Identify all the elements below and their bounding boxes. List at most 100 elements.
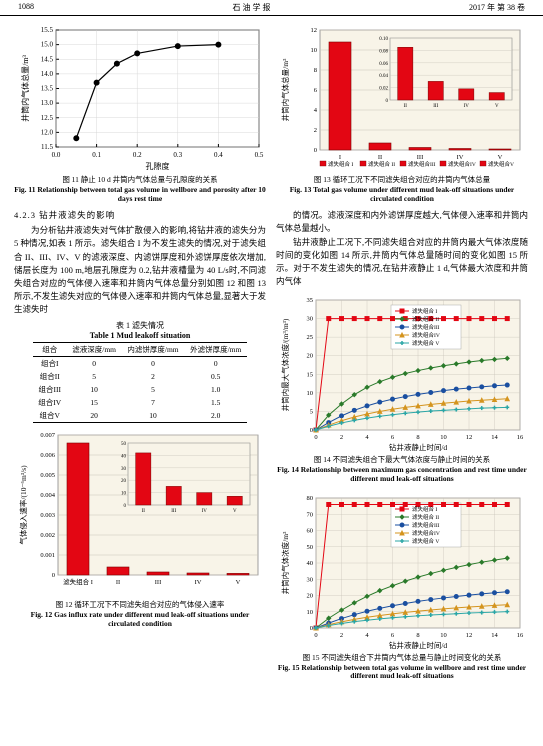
svg-text:IV: IV	[202, 509, 208, 514]
svg-text:滤失组合IV: 滤失组合IV	[412, 529, 440, 537]
svg-text:井筒内气体浓度/m³: 井筒内气体浓度/m³	[280, 530, 290, 593]
svg-text:0.1: 0.1	[92, 151, 101, 159]
svg-text:5: 5	[310, 409, 313, 416]
svg-text:13.5: 13.5	[41, 85, 54, 93]
svg-text:12: 12	[466, 434, 473, 441]
para-right-1: 的情况。滤液深度和内外滤饼厚度越大,气体侵入速率和井筒内气体总量越小。	[276, 209, 528, 235]
svg-text:0.004: 0.004	[40, 492, 55, 499]
fig11-caption-en: Fig. 11 Relationship between total gas v…	[14, 186, 266, 203]
svg-text:14: 14	[491, 632, 498, 639]
svg-text:50: 50	[307, 543, 314, 550]
svg-text:25: 25	[307, 334, 314, 341]
svg-text:II: II	[142, 509, 146, 514]
fig11-caption-cn: 图 11 静止 10 d 井筒内气体总量与孔隙度的关系	[14, 174, 266, 185]
svg-text:0.04: 0.04	[379, 74, 388, 79]
svg-text:0.2: 0.2	[133, 151, 142, 159]
svg-text:2: 2	[340, 434, 343, 441]
fig12-caption-cn: 图 12 循环工况下不同滤失组合对应的气体侵入速率	[14, 599, 266, 610]
svg-text:10: 10	[440, 632, 447, 639]
svg-text:16: 16	[517, 632, 524, 639]
para-left-1: 为分析钻井液滤失对气体扩散侵入的影响,将钻井液的滤失分为 5 种情况,如表 1 …	[14, 224, 266, 316]
right-column: 024681012IIIIIIIVV井筒内气体总量/m³00.020.040.0…	[276, 22, 528, 681]
svg-text:滤失组合 I: 滤失组合 I	[328, 160, 353, 168]
svg-text:IV: IV	[195, 579, 202, 586]
svg-text:20: 20	[121, 480, 127, 485]
svg-text:10: 10	[440, 434, 447, 441]
journal-title: 石 油 学 报	[233, 2, 271, 13]
svg-text:8: 8	[416, 434, 419, 441]
svg-text:12.5: 12.5	[41, 114, 54, 122]
fig13-caption-en: Fig. 13 Total gas volume under different…	[276, 186, 528, 203]
svg-text:IV: IV	[457, 154, 464, 161]
svg-text:0.0: 0.0	[52, 151, 61, 159]
svg-text:12: 12	[466, 632, 473, 639]
svg-text:钻井液静止时间/d: 钻井液静止时间/d	[389, 442, 448, 452]
table1-title-en: Table 1 Mud leakoff situation	[14, 331, 266, 340]
svg-text:III: III	[433, 104, 438, 109]
svg-text:15: 15	[307, 372, 314, 379]
fig13-caption-cn: 图 13 循环工况下不同滤失组合对应的井筒内气体总量	[276, 174, 528, 185]
svg-text:0: 0	[310, 625, 313, 632]
svg-text:60: 60	[307, 527, 314, 534]
svg-text:井筒内最大气体浓度/(m³/m³): 井筒内最大气体浓度/(m³/m³)	[280, 318, 290, 411]
fig13-chart: 024681012IIIIIIIVV井筒内气体总量/m³00.020.040.0…	[276, 22, 528, 172]
fig14-caption-en: Fig. 14 Relationship between maximum gas…	[276, 466, 528, 483]
svg-text:0.003: 0.003	[40, 512, 55, 519]
svg-text:6: 6	[391, 434, 395, 441]
svg-text:80: 80	[307, 495, 314, 502]
svg-text:III: III	[417, 154, 424, 161]
svg-text:10: 10	[121, 492, 127, 497]
svg-text:4: 4	[365, 632, 369, 639]
svg-text:6: 6	[391, 632, 395, 639]
svg-text:50: 50	[121, 442, 127, 447]
svg-text:0.3: 0.3	[173, 151, 182, 159]
svg-text:滤失组合IV: 滤失组合IV	[412, 331, 440, 339]
svg-text:0.001: 0.001	[40, 552, 55, 559]
svg-text:10: 10	[311, 47, 318, 54]
svg-text:40: 40	[307, 560, 314, 567]
svg-text:II: II	[116, 579, 120, 586]
svg-text:滤失组合III: 滤失组合III	[412, 521, 440, 529]
fig12-chart: 00.0010.0020.0030.0040.0050.0060.007滤失组合…	[14, 427, 266, 597]
svg-text:15.5: 15.5	[41, 26, 54, 34]
svg-text:孔隙度: 孔隙度	[146, 161, 170, 171]
svg-text:滤失组合 I: 滤失组合 I	[63, 577, 93, 586]
svg-text:III: III	[155, 579, 162, 586]
svg-text:0.002: 0.002	[40, 532, 55, 539]
svg-text:30: 30	[121, 467, 127, 472]
svg-text:V: V	[498, 154, 503, 161]
svg-text:0: 0	[314, 147, 317, 154]
svg-text:II: II	[378, 154, 382, 161]
svg-text:井筒内气体总量/m³: 井筒内气体总量/m³	[280, 58, 290, 121]
svg-text:0: 0	[314, 632, 317, 639]
svg-text:III: III	[171, 509, 176, 514]
para-right-2: 钻井液静止工况下,不同滤失组合对应的井筒内最大气体浓度随时间的变化如图 14 所…	[276, 236, 528, 289]
svg-text:滤失组合III: 滤失组合III	[408, 160, 436, 168]
svg-text:35: 35	[307, 297, 314, 304]
svg-text:16: 16	[517, 434, 524, 441]
fig11-chart: 11.512.012.513.013.514.014.515.015.50.00…	[14, 22, 266, 172]
svg-text:2: 2	[340, 632, 343, 639]
svg-text:0.06: 0.06	[379, 62, 388, 67]
svg-text:40: 40	[121, 455, 127, 460]
svg-text:8: 8	[314, 67, 317, 74]
svg-text:滤失组合 II: 滤失组合 II	[412, 513, 439, 521]
fig15-chart: 010203040506070800246810121416滤失组合 I滤失组合…	[276, 490, 528, 650]
svg-text:II: II	[404, 104, 408, 109]
svg-text:2: 2	[314, 127, 317, 134]
svg-text:V: V	[233, 509, 237, 514]
svg-text:IV: IV	[464, 104, 470, 109]
svg-text:0.08: 0.08	[379, 49, 388, 54]
svg-text:30: 30	[307, 576, 314, 583]
svg-text:30: 30	[307, 316, 314, 323]
svg-text:钻井液静止时间/d: 钻井液静止时间/d	[389, 640, 448, 650]
svg-text:14.5: 14.5	[41, 55, 54, 63]
svg-text:滤失组合IV: 滤失组合IV	[448, 160, 476, 168]
svg-text:13.0: 13.0	[41, 99, 54, 107]
svg-text:70: 70	[307, 511, 314, 518]
svg-text:I: I	[339, 154, 341, 161]
svg-text:10: 10	[307, 390, 314, 397]
svg-text:0.10: 0.10	[379, 37, 388, 42]
svg-text:20: 20	[307, 592, 314, 599]
svg-text:滤失组合III: 滤失组合III	[412, 323, 440, 331]
